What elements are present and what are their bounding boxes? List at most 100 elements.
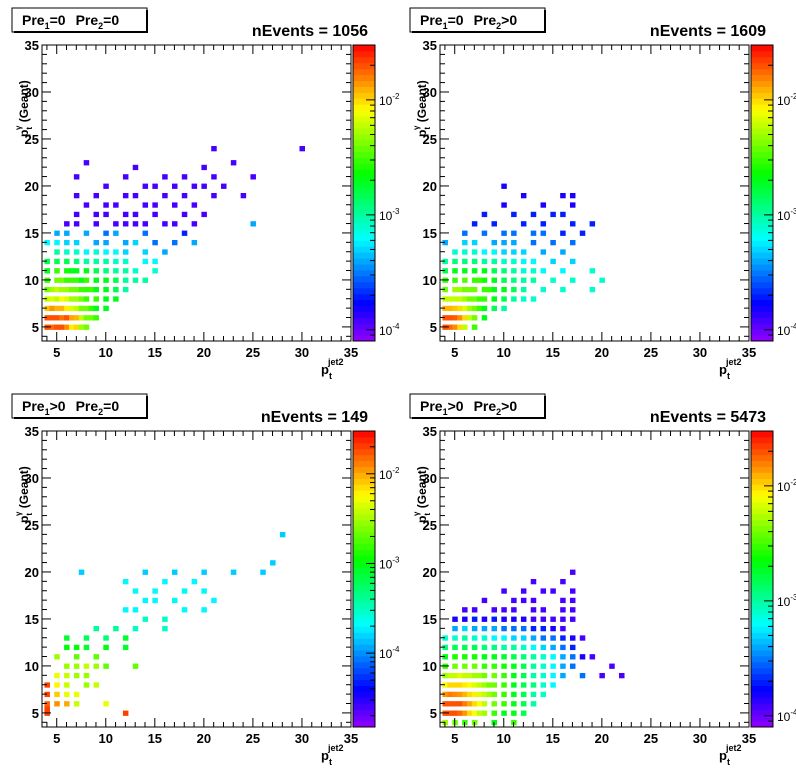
- x-tick-label: 10: [497, 345, 511, 360]
- color-scale-band: [353, 549, 375, 556]
- heatmap-cell: [73, 249, 80, 255]
- heatmap-cell: [462, 324, 468, 330]
- heatmap-cell: [73, 701, 80, 707]
- heatmap-cell: [511, 682, 517, 688]
- heatmap-cell: [491, 305, 497, 312]
- heatmap-cell: [550, 211, 556, 218]
- color-scale-band: [353, 567, 375, 574]
- heatmap-cell: [476, 672, 483, 679]
- heatmap-cell: [486, 691, 493, 698]
- heatmap-cell: [93, 663, 99, 669]
- color-scale-band: [353, 98, 375, 105]
- heatmap-cell: [83, 160, 90, 166]
- heatmap-cell: [501, 701, 507, 707]
- heatmap-cell: [457, 672, 463, 679]
- heatmap-cell: [447, 701, 453, 707]
- y-tick-label: 30: [423, 85, 437, 100]
- color-scale-frame: [352, 44, 376, 342]
- heatmap-cell: [511, 258, 517, 265]
- heatmap-cell: [73, 663, 80, 669]
- heatmap-cell: [560, 672, 566, 679]
- heatmap-cell: [501, 663, 507, 669]
- heatmap-cell: [83, 277, 90, 283]
- heatmap-cell: [579, 230, 586, 236]
- color-scale-band: [353, 74, 375, 82]
- heatmap-cell: [142, 597, 149, 604]
- heatmap-cell: [452, 710, 458, 716]
- color-scale-band: [751, 98, 773, 105]
- heatmap-cell: [122, 268, 129, 274]
- heatmap-cell: [476, 682, 483, 688]
- heatmap-cell: [466, 286, 473, 293]
- heatmap-cell: [481, 682, 488, 688]
- color-scale-band: [751, 264, 773, 271]
- heatmap-cell: [171, 183, 178, 189]
- heatmap-cell: [569, 202, 576, 208]
- heatmap-cell: [560, 635, 566, 641]
- heatmap-cell: [491, 268, 497, 274]
- color-scale-band: [751, 667, 773, 675]
- heatmap-cell: [511, 277, 517, 283]
- heatmap-cell: [191, 579, 198, 585]
- color-scale-band: [353, 620, 375, 627]
- heatmap-cell: [54, 258, 60, 265]
- heatmap-cell: [491, 663, 497, 669]
- heatmap-cell: [83, 305, 90, 312]
- heatmap-cell: [457, 286, 463, 293]
- color-scale: 10-4 10-3 10-2: [352, 430, 400, 728]
- heatmap-cell: [73, 277, 80, 283]
- heatmap-cell: [181, 211, 188, 218]
- color-scale-band: [353, 222, 375, 230]
- heatmap-cell: [452, 691, 458, 698]
- y-tick-label: 5: [430, 320, 437, 335]
- x-tick-label: 5: [451, 345, 458, 360]
- color-scale-band: [751, 715, 773, 722]
- color-scale-band: [751, 703, 773, 710]
- chart-title: Pre1=0 Pre2>0: [409, 7, 546, 33]
- heatmap-cell: [501, 625, 507, 632]
- heatmap-cell: [501, 258, 507, 265]
- heatmap-cell: [491, 682, 497, 688]
- heatmap-cell: [530, 268, 537, 274]
- color-scale-band: [751, 709, 773, 716]
- stats-label: nEvents = 1056: [252, 23, 368, 40]
- heatmap-cell: [476, 305, 483, 312]
- heatmap-cell: [103, 277, 109, 283]
- heatmap-cell: [520, 710, 527, 716]
- heatmap-cell: [530, 211, 537, 218]
- heatmap-cell: [579, 635, 586, 641]
- color-scale-band: [751, 145, 773, 153]
- x-tick-label: 10: [497, 731, 511, 746]
- color-scale-band: [353, 269, 375, 277]
- svg-text:ptγ (Geant): ptγ (Geant): [14, 466, 34, 523]
- y-tick-label: 25: [25, 518, 39, 533]
- heatmap-cell: [152, 239, 158, 246]
- heatmap-cell: [511, 691, 517, 698]
- color-scale-band: [353, 104, 375, 111]
- heatmap-cell: [122, 607, 129, 613]
- heatmap-cell: [191, 202, 198, 208]
- color-scale-band: [353, 608, 375, 616]
- heatmap-cell: [103, 701, 109, 707]
- heatmap-cell: [481, 211, 488, 218]
- color-scale-band: [353, 80, 375, 87]
- heatmap-cell: [491, 672, 497, 679]
- heatmap-cell: [152, 588, 158, 594]
- heatmap-cell: [162, 221, 168, 227]
- color-scale-band: [751, 133, 773, 141]
- heatmap-cell: [78, 324, 85, 330]
- heatmap-cell: [54, 277, 60, 283]
- heatmap-cell: [569, 616, 576, 622]
- color-scale-band: [751, 121, 773, 129]
- heatmap-cell: [78, 296, 85, 302]
- color-scale-band: [751, 175, 773, 182]
- heatmap-cell: [73, 305, 80, 312]
- x-tick-label: 20: [595, 731, 609, 746]
- heatmap-cell: [103, 296, 109, 302]
- heatmap-cell: [122, 635, 129, 641]
- color-scale-band: [751, 181, 773, 188]
- heatmap-cell: [501, 202, 507, 208]
- heatmap-cell: [471, 672, 478, 679]
- x-tick-label: 15: [148, 345, 162, 360]
